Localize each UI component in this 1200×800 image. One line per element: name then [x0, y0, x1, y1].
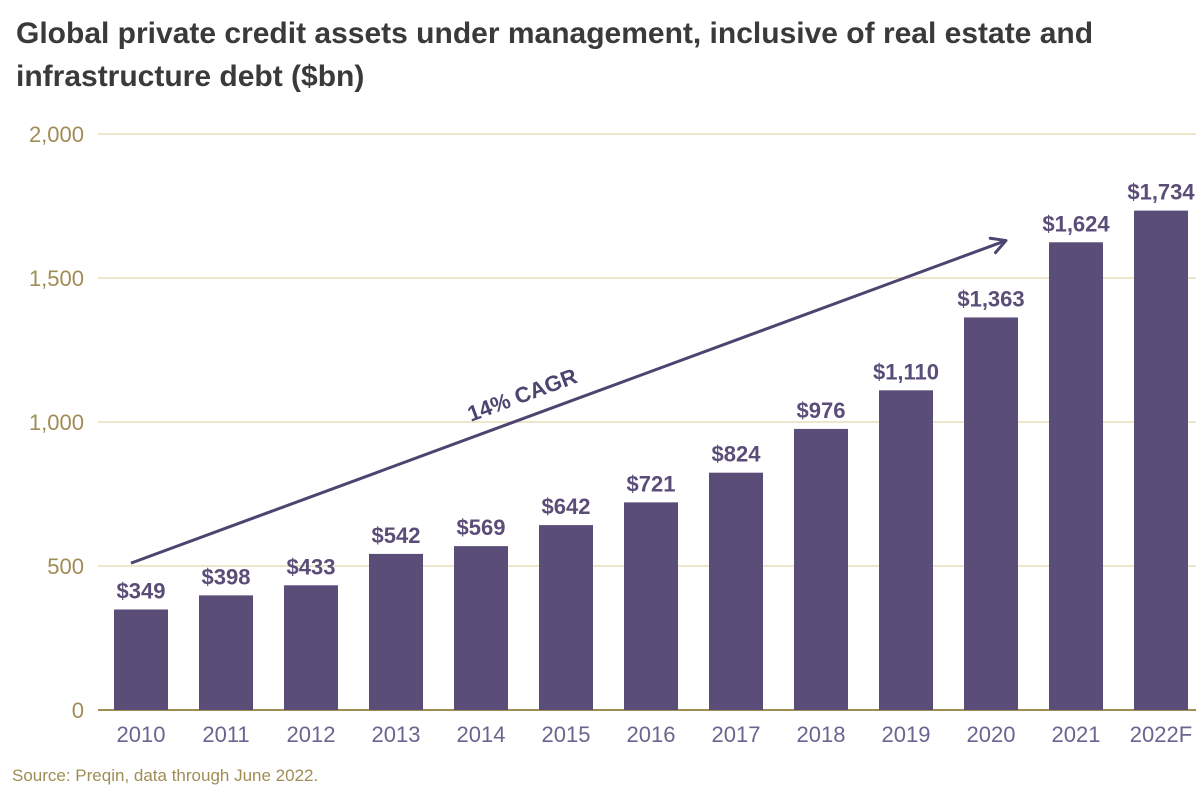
bar: [964, 317, 1018, 710]
y-tick-label: 0: [72, 698, 84, 723]
data-label: $542: [372, 523, 421, 548]
x-tick-label: 2020: [967, 722, 1016, 747]
data-label: $1,110: [873, 359, 939, 384]
x-tick-label: 2011: [202, 722, 249, 747]
data-label: $642: [542, 494, 591, 519]
bar: [1134, 210, 1188, 710]
bar: [454, 546, 508, 710]
bar: [794, 428, 848, 710]
x-tick-label: 2021: [1052, 722, 1101, 747]
x-tick-label: 2022F: [1130, 722, 1192, 747]
chart-title: Global private credit assets under manag…: [16, 17, 1094, 93]
cagr-arrow-head: [988, 236, 1008, 255]
data-label: $1,624: [1042, 211, 1110, 236]
x-tick-label: 2010: [117, 722, 166, 747]
x-tick-label: 2018: [797, 722, 846, 747]
bar: [199, 595, 253, 710]
x-tick-label: 2014: [457, 722, 506, 747]
data-label: $349: [117, 578, 166, 603]
x-tick-label: 2019: [882, 722, 931, 747]
data-label: $721: [627, 471, 676, 496]
data-label: $569: [457, 515, 506, 540]
bar: [284, 585, 338, 710]
data-label: $1,363: [957, 286, 1024, 311]
y-tick-label: 1,500: [29, 266, 84, 291]
data-label: $433: [287, 554, 336, 579]
bar: [624, 502, 678, 710]
bar: [369, 553, 423, 710]
x-tick-label: 2017: [712, 722, 761, 747]
data-label: $398: [202, 564, 251, 589]
cagr-annotation-label: 14% CAGR: [464, 363, 581, 426]
x-tick-label: 2016: [627, 722, 676, 747]
data-label: $976: [797, 398, 846, 423]
bar: [1049, 242, 1103, 710]
y-tick-label: 2,000: [29, 122, 84, 147]
data-label: $824: [712, 442, 762, 467]
x-tick-label: 2015: [542, 722, 591, 747]
y-tick-label: 500: [47, 554, 84, 579]
x-tick-label: 2012: [287, 722, 336, 747]
bar: [539, 525, 593, 710]
bar: [114, 609, 168, 710]
data-label: $1,734: [1127, 180, 1195, 205]
cagr-arrow-line: [130, 239, 1007, 565]
source-note: Source: Preqin, data through June 2022.: [12, 766, 319, 785]
bar: [879, 390, 933, 710]
y-tick-label: 1,000: [29, 410, 84, 435]
bar: [709, 472, 763, 710]
x-tick-label: 2013: [372, 722, 421, 747]
